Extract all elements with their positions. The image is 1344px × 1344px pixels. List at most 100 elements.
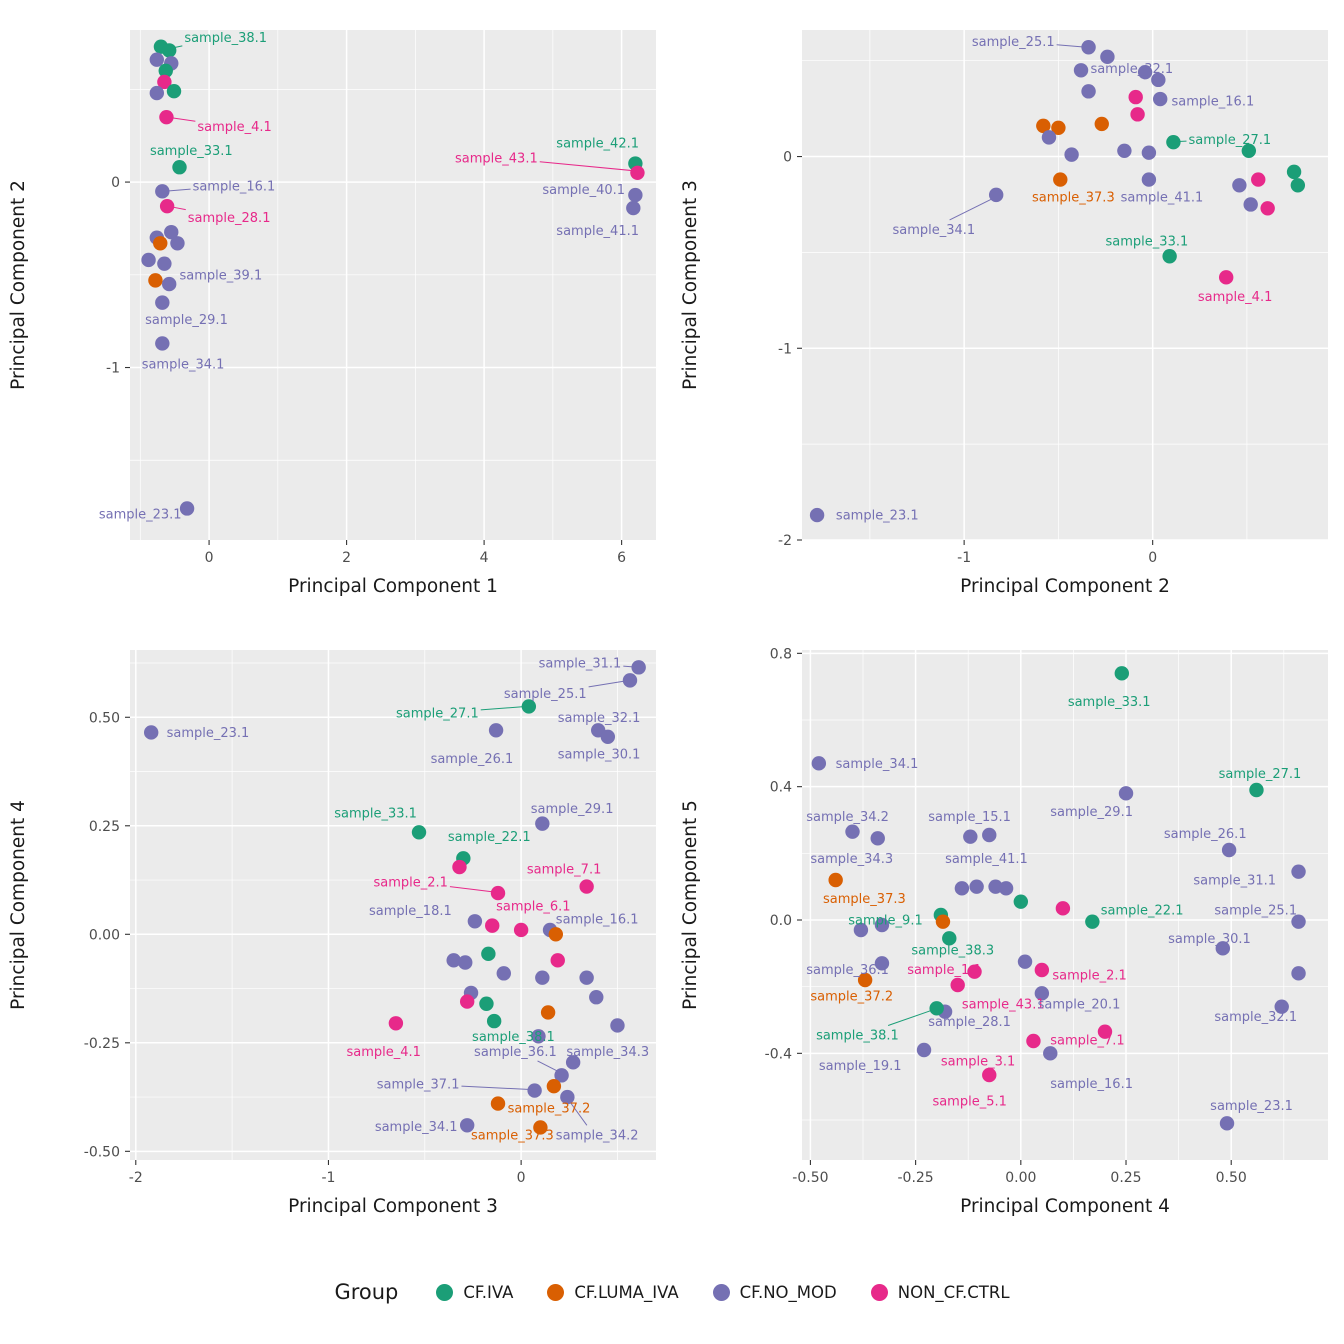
point-label: sample_34.1 (892, 223, 975, 238)
data-point (1041, 130, 1057, 145)
y-tick-label: -0.4 (765, 1046, 792, 1062)
point-label: sample_16.1 (1172, 94, 1255, 109)
point-label: sample_27.1 (1219, 767, 1302, 782)
data-point (870, 831, 885, 846)
data-point (141, 252, 156, 268)
data-point (1081, 84, 1096, 99)
data-point (452, 859, 467, 875)
point-label: sample_16.1 (556, 913, 639, 928)
data-point (1243, 197, 1258, 212)
data-point (1215, 941, 1230, 956)
x-tick-label: 0.50 (1216, 1170, 1247, 1186)
point-label: sample_37.2 (810, 990, 893, 1005)
point-label: sample_34.1 (836, 757, 919, 772)
data-point (982, 1067, 997, 1083)
x-tick-label: -1 (321, 1170, 335, 1186)
point-label: sample_23.1 (836, 509, 919, 524)
point-label: sample_30.1 (558, 748, 641, 763)
data-point (161, 43, 177, 58)
point-label: sample_4.1 (1198, 290, 1272, 305)
point-label: sample_38.1 (816, 1029, 899, 1044)
point-label: sample_37.2 (508, 1101, 591, 1116)
data-point (411, 825, 427, 840)
point-label: sample_33.1 (150, 144, 233, 159)
x-tick-label: -1 (957, 550, 971, 566)
data-point (954, 881, 970, 896)
data-point (158, 63, 173, 78)
point-label: sample_29.1 (145, 313, 228, 328)
axes: -1 0 0 -1 -2 (778, 150, 1157, 566)
x-tick-label: 2 (342, 550, 351, 566)
legend-label: NON_CF.CTRL (897, 1282, 1010, 1302)
point-label: sample_18.1 (369, 904, 452, 919)
data-point (845, 824, 860, 839)
data-point (969, 879, 984, 894)
data-point (159, 198, 175, 214)
data-point (1166, 134, 1181, 150)
data-point (446, 953, 461, 968)
data-point (149, 52, 165, 67)
panel-pc4-pc5: -0.50 -0.25 0.00 0.25 0.50 0.8 0.4 0.0 -0.4 Princ… (672, 620, 1344, 1240)
data-point (1094, 116, 1109, 132)
legend-label: CF.IVA (463, 1282, 514, 1302)
point-label: sample_39.1 (180, 268, 263, 283)
points (141, 39, 645, 516)
data-point (828, 872, 843, 888)
legend-swatch-CF.NO_MOD (712, 1283, 730, 1301)
data-point (874, 956, 890, 971)
x-axis-title: Principal Component 1 (288, 576, 498, 597)
point-label: sample_36.1 (474, 1045, 557, 1060)
data-point (589, 990, 604, 1005)
data-point (1141, 145, 1157, 160)
data-point (560, 1089, 575, 1105)
x-axis-title: Principal Component 3 (288, 1196, 498, 1217)
point-label: sample_38.3 (911, 944, 994, 959)
point-label: sample_9.1 (848, 914, 922, 929)
point-label: sample_32.1 (1090, 62, 1173, 77)
legend-swatch-CF.LUMA_IVA (547, 1283, 565, 1301)
y-tick-label: 0.4 (770, 780, 792, 796)
point-label: sample_37.1 (377, 1078, 460, 1093)
data-point (630, 165, 645, 180)
data-point (535, 970, 550, 985)
y-tick-label: 0.25 (89, 819, 120, 835)
data-point (963, 829, 978, 844)
data-point (157, 256, 172, 271)
y-tick-label: 0 (783, 150, 792, 166)
data-point (631, 660, 646, 675)
data-point (143, 725, 159, 740)
point-label: sample_23.1 (1210, 1099, 1293, 1114)
point-label: sample_26.1 (431, 752, 514, 767)
y-axis-title: Principal Component 4 (8, 800, 29, 1010)
point-label: sample_2.1 (373, 876, 447, 891)
legend-item: CF.NO_MOD (712, 1283, 837, 1302)
data-point (164, 224, 179, 240)
point-label: sample_41.1 (1121, 190, 1204, 205)
y-tick-label: 0.8 (770, 646, 792, 662)
scatter-pc3-pc4: -2 -1 0 0.50 0.25 0.00 -0.25 -0.50 Principal Com… (8, 650, 656, 1217)
data-point (496, 966, 511, 981)
point-label: sample_2.1 (1052, 969, 1126, 984)
data-point (155, 336, 170, 351)
data-point (853, 922, 869, 938)
y-tick-label: 0.50 (89, 710, 120, 726)
point-label: sample_43.1 (455, 151, 538, 166)
y-tick-label: 0.0 (770, 913, 792, 929)
points (809, 40, 1306, 523)
point-labels: sample_25.1 sample_32.1 sample_16.1 sample_… (836, 35, 1272, 524)
data-point (1064, 147, 1079, 162)
data-point (153, 236, 168, 251)
data-point (159, 109, 174, 125)
data-point (527, 1083, 542, 1098)
data-point (579, 970, 594, 985)
data-point (1043, 1046, 1058, 1061)
data-point (1251, 172, 1266, 187)
point-label: sample_33.1 (1106, 234, 1189, 249)
data-point (1141, 172, 1157, 187)
point-label: sample_38.1 (184, 31, 267, 46)
data-point (610, 1018, 625, 1033)
point-label: sample_19.1 (819, 1059, 902, 1074)
data-point (157, 74, 172, 90)
x-tick-label: -0.25 (897, 1170, 933, 1186)
x-axis-title: Principal Component 2 (960, 576, 1170, 597)
